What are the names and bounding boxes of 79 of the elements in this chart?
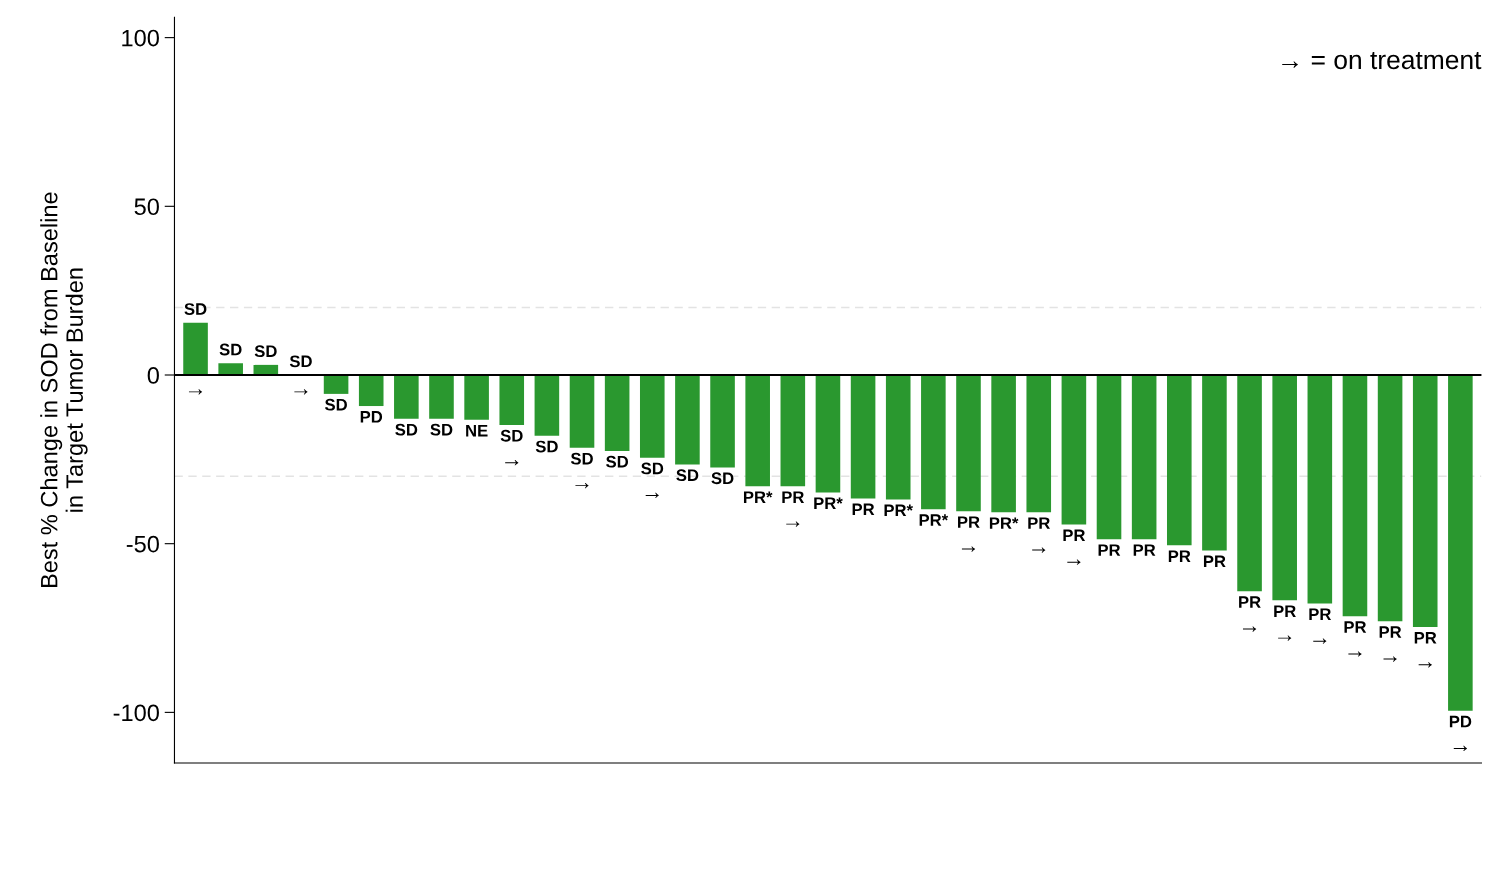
bar: [815, 375, 841, 493]
data-label: PR*: [743, 491, 773, 503]
bar: [1026, 375, 1052, 513]
data-label: PR →: [1239, 596, 1261, 632]
data-label: PR →: [1309, 608, 1332, 644]
data-label: PR: [1203, 555, 1226, 567]
data-label: PR: [1098, 544, 1121, 556]
data-label: SD: [430, 423, 453, 436]
data-label: PR: [852, 503, 875, 516]
data-label: PD →: [1449, 715, 1472, 752]
bar: [675, 375, 700, 465]
bar: [1377, 375, 1403, 622]
data-label: PR →: [958, 516, 980, 552]
y-tick-label: -100: [113, 704, 159, 722]
bar: [745, 375, 770, 487]
data-label: SD: [711, 472, 734, 485]
data-label: PR →: [1344, 621, 1367, 657]
bar: [429, 375, 454, 419]
bar: [358, 375, 384, 407]
bar: [850, 375, 876, 499]
bar: [1202, 375, 1227, 551]
bar: [921, 375, 946, 510]
bar: [499, 375, 525, 425]
y-tick-label: 100: [122, 29, 159, 47]
y-tick-label: -50: [126, 535, 159, 553]
data-label: PR*: [884, 504, 914, 517]
data-label: SD →: [641, 462, 664, 499]
data-label: PR →: [1028, 517, 1050, 553]
bar: [323, 375, 349, 394]
bar: [1131, 375, 1157, 540]
text: SD →: [289, 355, 312, 395]
data-label: PR*: [989, 517, 1019, 529]
bar: [1342, 375, 1368, 617]
data-label: PD: [360, 411, 383, 423]
bar: [710, 375, 735, 468]
data-label: SD →: [570, 452, 593, 489]
bar: [1448, 375, 1473, 711]
bar: [218, 363, 243, 375]
bar: [1272, 375, 1297, 601]
data-label: SD →: [500, 429, 523, 466]
bar: [991, 375, 1016, 513]
data-label: PR →: [782, 491, 805, 527]
data-label: SD: [254, 345, 277, 358]
bar: [780, 375, 806, 487]
y-tick-label: 50: [134, 198, 159, 216]
bar: [464, 375, 489, 420]
text: SD →: [184, 303, 207, 395]
bar: [604, 375, 630, 451]
data-label: SD: [324, 398, 347, 411]
data-label: PR*: [814, 497, 843, 509]
annotation: → = on treatment: [1282, 51, 1482, 70]
bar: [1061, 375, 1087, 525]
data-label: PR*: [919, 514, 949, 526]
bar: [639, 375, 665, 458]
bar: [1237, 375, 1262, 592]
data-label: SD: [395, 423, 418, 436]
data-label: PR: [1133, 544, 1156, 556]
data-label: PR →: [1063, 529, 1086, 565]
bar: [956, 375, 981, 512]
bar: [183, 322, 208, 375]
bar: [1096, 375, 1122, 540]
bar: [1307, 375, 1333, 604]
bar: [569, 375, 595, 448]
y-axis-title: Best % Change in SOD from Baseline in Target Tumor Burden: [40, 192, 88, 588]
data-label: PR →: [1414, 632, 1437, 668]
bar: [1412, 375, 1438, 628]
data-label: PR →: [1274, 605, 1296, 641]
bar: [534, 375, 560, 436]
data-label: NE: [466, 424, 488, 437]
data-label: SD: [606, 455, 629, 468]
bar: [885, 375, 911, 500]
data-label: PR →: [1379, 626, 1402, 662]
data-label: SD: [676, 469, 699, 482]
data-label: SD: [219, 343, 242, 356]
y-tick-label: 0: [147, 367, 159, 384]
data-label: SD: [535, 440, 558, 453]
bar: [394, 375, 419, 419]
bar: [1166, 375, 1192, 546]
data-label: PR: [1168, 550, 1191, 562]
